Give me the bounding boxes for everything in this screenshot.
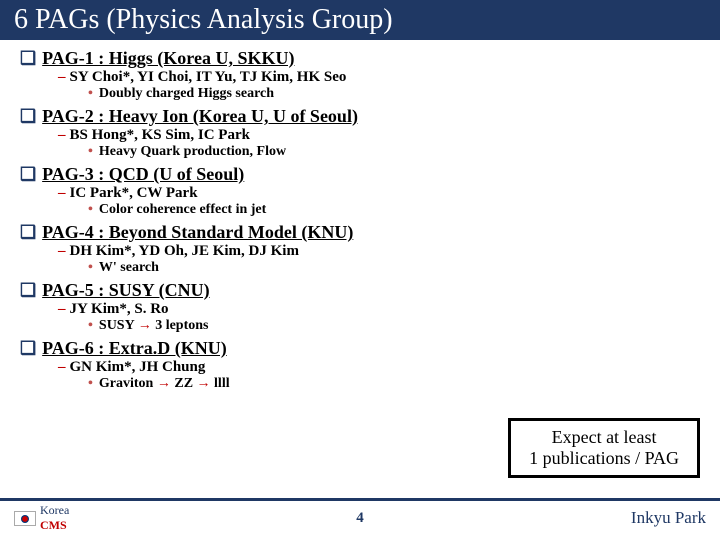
content-area: ❑PAG-1 : Higgs (Korea U, SKKU)–SY Choi*,… bbox=[0, 40, 720, 392]
dot-icon: • bbox=[88, 376, 93, 391]
logo-text: Korea CMS bbox=[40, 503, 69, 533]
expect-line2: 1 publications / PAG bbox=[529, 448, 679, 469]
pag-title: ❑PAG-5 : SUSY (CNU) bbox=[20, 280, 700, 301]
bullet-icon: ❑ bbox=[20, 222, 36, 243]
pag-title: ❑PAG-4 : Beyond Standard Model (KNU) bbox=[20, 222, 700, 243]
expect-box: Expect at least 1 publications / PAG bbox=[508, 418, 700, 478]
author-name: Inkyu Park bbox=[631, 508, 706, 528]
pag-item: ❑PAG-6 : Extra.D (KNU)–GN Kim*, JH Chung… bbox=[20, 338, 700, 392]
dot-icon: • bbox=[88, 144, 93, 159]
pag-item: ❑PAG-1 : Higgs (Korea U, SKKU)–SY Choi*,… bbox=[20, 48, 700, 102]
pag-item: ❑PAG-3 : QCD (U of Seoul)–IC Park*, CW P… bbox=[20, 164, 700, 218]
pag-title: ❑PAG-6 : Extra.D (KNU) bbox=[20, 338, 700, 359]
flag-icon bbox=[14, 511, 36, 526]
pag-title: ❑PAG-2 : Heavy Ion (Korea U, U of Seoul) bbox=[20, 106, 700, 127]
slide-title: 6 PAGs (Physics Analysis Group) bbox=[0, 0, 720, 40]
dot-icon: • bbox=[88, 318, 93, 333]
expect-line1: Expect at least bbox=[529, 427, 679, 448]
pag-people: –BS Hong*, KS Sim, IC Park bbox=[58, 127, 700, 144]
pag-people: –IC Park*, CW Park bbox=[58, 185, 700, 202]
pag-item: ❑PAG-5 : SUSY (CNU)–JY Kim*, S. Ro•SUSY … bbox=[20, 280, 700, 334]
footer: Korea CMS 4 Inkyu Park bbox=[0, 498, 720, 540]
dot-icon: • bbox=[88, 260, 93, 275]
dot-icon: • bbox=[88, 86, 93, 101]
pag-topic: •SUSY → 3 leptons bbox=[88, 318, 700, 334]
pag-title: ❑PAG-3 : QCD (U of Seoul) bbox=[20, 164, 700, 185]
pag-people: –GN Kim*, JH Chung bbox=[58, 359, 700, 376]
footer-line bbox=[0, 498, 720, 501]
pag-people: –DH Kim*, YD Oh, JE Kim, DJ Kim bbox=[58, 243, 700, 260]
page-number: 4 bbox=[356, 510, 364, 527]
pag-people: –SY Choi*, YI Choi, IT Yu, TJ Kim, HK Se… bbox=[58, 69, 700, 86]
pag-topic: •W' search bbox=[88, 260, 700, 276]
pag-topic: •Color coherence effect in jet bbox=[88, 202, 700, 218]
bullet-icon: ❑ bbox=[20, 48, 36, 69]
pag-topic: •Heavy Quark production, Flow bbox=[88, 144, 700, 160]
pag-item: ❑PAG-4 : Beyond Standard Model (KNU)–DH … bbox=[20, 222, 700, 276]
bullet-icon: ❑ bbox=[20, 280, 36, 301]
bullet-icon: ❑ bbox=[20, 338, 36, 359]
bullet-icon: ❑ bbox=[20, 106, 36, 127]
logo: Korea CMS bbox=[14, 503, 69, 533]
pag-topic: •Graviton → ZZ → llll bbox=[88, 376, 700, 392]
pag-topic: •Doubly charged Higgs search bbox=[88, 86, 700, 102]
bullet-icon: ❑ bbox=[20, 164, 36, 185]
pag-item: ❑PAG-2 : Heavy Ion (Korea U, U of Seoul)… bbox=[20, 106, 700, 160]
pag-title: ❑PAG-1 : Higgs (Korea U, SKKU) bbox=[20, 48, 700, 69]
dot-icon: • bbox=[88, 202, 93, 217]
pag-people: –JY Kim*, S. Ro bbox=[58, 301, 700, 318]
